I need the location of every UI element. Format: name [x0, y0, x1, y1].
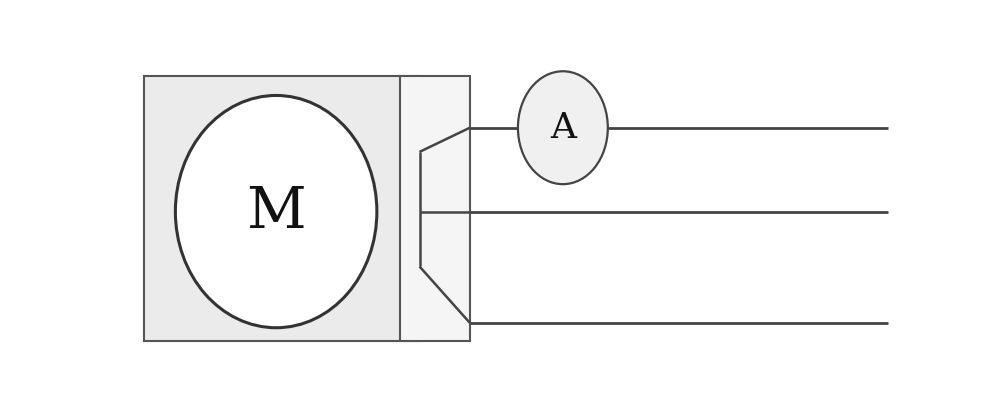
Bar [144, 76, 420, 341]
Bar [400, 76, 470, 341]
Ellipse shape [518, 71, 608, 184]
Ellipse shape [175, 96, 377, 328]
Text: M: M [246, 184, 306, 240]
Text: A: A [550, 111, 576, 145]
